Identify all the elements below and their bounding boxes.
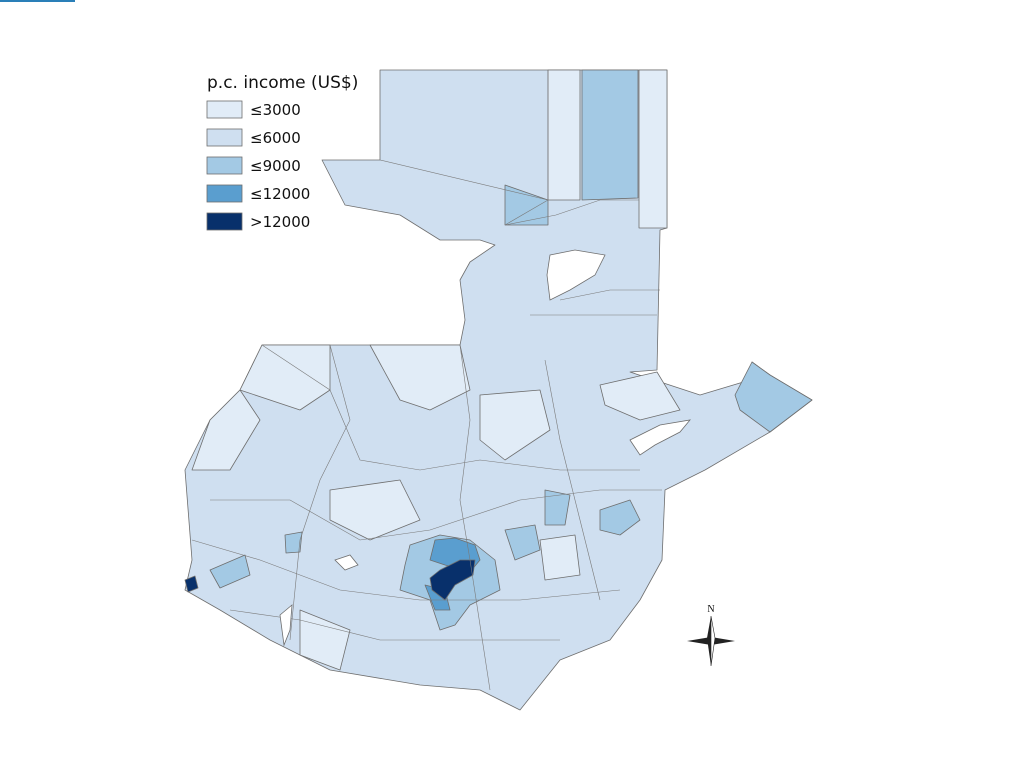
compass-needle bbox=[710, 615, 716, 667]
region bbox=[429, 559, 476, 601]
region bbox=[734, 361, 813, 433]
region bbox=[539, 534, 581, 581]
region bbox=[504, 184, 549, 226]
region bbox=[504, 524, 541, 561]
legend-label: >12000 bbox=[250, 213, 310, 231]
legend-label: ≤9000 bbox=[250, 157, 301, 175]
boundary bbox=[191, 539, 621, 601]
map bbox=[184, 69, 813, 711]
boundary bbox=[229, 609, 560, 641]
region bbox=[638, 69, 668, 229]
boundary bbox=[210, 489, 662, 541]
region bbox=[191, 389, 261, 471]
region bbox=[184, 575, 199, 593]
region bbox=[479, 389, 551, 461]
legend: p.c. income (US$) ≤3000 ≤6000 ≤9000 ≤12000 >… bbox=[206, 73, 358, 231]
lake bbox=[279, 604, 293, 647]
region bbox=[209, 554, 251, 589]
region bbox=[329, 479, 421, 541]
legend-swatch bbox=[206, 156, 243, 175]
legend-swatch bbox=[206, 212, 243, 231]
boundary bbox=[559, 289, 660, 301]
boundary bbox=[261, 344, 640, 471]
region bbox=[599, 371, 681, 421]
region bbox=[581, 69, 639, 201]
lake bbox=[334, 554, 359, 571]
boundary bbox=[289, 344, 351, 641]
region bbox=[299, 609, 351, 671]
compass-label: N bbox=[707, 604, 714, 615]
region bbox=[284, 531, 303, 554]
compass: N bbox=[687, 604, 735, 667]
legend-label: ≤6000 bbox=[250, 129, 301, 147]
lake bbox=[546, 249, 606, 301]
boundary bbox=[459, 344, 491, 691]
region bbox=[369, 344, 471, 411]
legend-title: p.c. income (US$) bbox=[207, 73, 358, 93]
legend-label: ≤3000 bbox=[250, 101, 301, 119]
legend-swatch bbox=[206, 128, 243, 147]
legend-swatch bbox=[206, 184, 243, 203]
boundary bbox=[544, 359, 601, 601]
region bbox=[599, 499, 641, 536]
region bbox=[544, 489, 571, 526]
lake bbox=[629, 419, 691, 456]
legend-label: ≤12000 bbox=[250, 185, 310, 203]
region bbox=[547, 69, 581, 201]
region bbox=[239, 344, 331, 411]
legend-swatch bbox=[206, 100, 243, 119]
boundary bbox=[379, 159, 639, 226]
